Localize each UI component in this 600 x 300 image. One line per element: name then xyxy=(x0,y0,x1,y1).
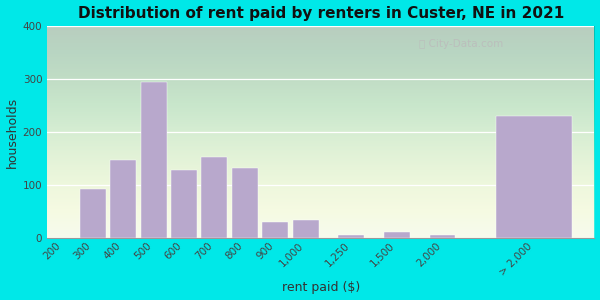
Bar xyxy=(338,236,364,238)
Bar xyxy=(496,116,572,238)
Bar xyxy=(171,170,197,238)
Bar xyxy=(384,232,410,238)
Y-axis label: households: households xyxy=(5,96,19,167)
Title: Distribution of rent paid by renters in Custer, NE in 2021: Distribution of rent paid by renters in … xyxy=(78,6,564,21)
X-axis label: rent paid ($): rent paid ($) xyxy=(282,281,360,294)
Bar xyxy=(293,220,319,238)
Bar xyxy=(202,158,227,238)
Bar xyxy=(140,82,167,238)
Bar xyxy=(430,236,455,238)
Bar xyxy=(80,189,106,238)
Bar xyxy=(110,160,136,238)
Bar xyxy=(232,168,258,238)
Bar xyxy=(262,222,288,238)
Text: 🌐 City-Data.com: 🌐 City-Data.com xyxy=(419,39,503,49)
